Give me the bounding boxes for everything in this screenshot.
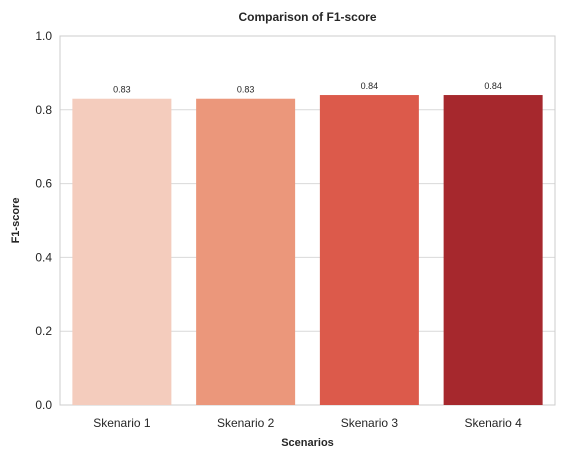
x-axis-label: Scenarios (281, 437, 334, 449)
bar (319, 95, 419, 405)
y-tick-labels: 0.0 0.2 0.4 0.6 0.8 1.0 (35, 29, 52, 412)
y-tick-label: 1.0 (35, 29, 52, 43)
y-tick-label: 0.6 (35, 177, 52, 191)
y-tick-label: 0.4 (35, 250, 52, 264)
bars (72, 95, 543, 405)
y-tick-label: 0.8 (35, 103, 52, 117)
plot-frame (59, 35, 556, 406)
bar (72, 98, 172, 405)
chart-title: Comparison of F1-score (238, 10, 376, 24)
y-tick-label: 0.0 (35, 398, 52, 412)
x-tick-label: Skenario 1 (93, 416, 151, 430)
bar-value-label: 0.84 (484, 81, 502, 91)
x-tick-label: Skenario 4 (464, 416, 522, 430)
x-tick-label: Skenario 2 (217, 416, 275, 430)
x-tick-label: Skenario 3 (341, 416, 399, 430)
bar-value-label: 0.83 (113, 85, 131, 95)
bar (196, 98, 296, 405)
bar-value-label: 0.83 (237, 85, 255, 95)
bar-value-label: 0.84 (361, 81, 379, 91)
data-labels: 0.83 0.83 0.84 0.84 (113, 81, 502, 95)
x-tick-labels: Skenario 1 Skenario 2 Skenario 3 Skenario 4 (93, 416, 522, 430)
y-tick-label: 0.2 (35, 324, 52, 338)
bar (443, 95, 543, 405)
y-axis-label: F1-score (10, 198, 22, 244)
